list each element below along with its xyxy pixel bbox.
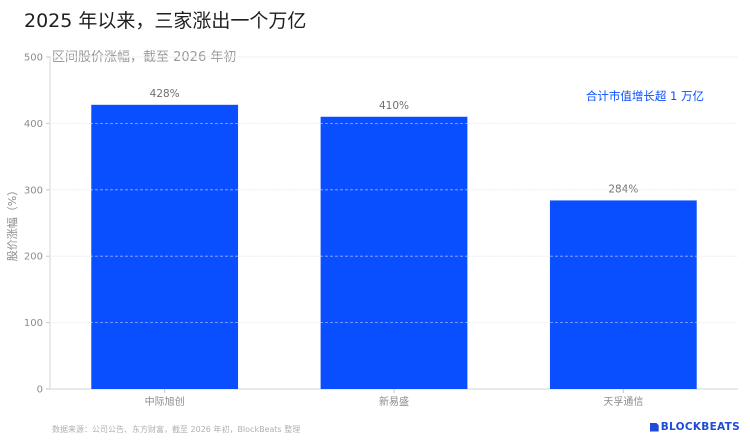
bar-value-label: 284%	[608, 183, 638, 195]
data-source-note: 数据来源：公司公告、东方财富，截至 2026 年初，BlockBeats 整理	[52, 425, 301, 434]
x-tick-label: 新易盛	[379, 395, 409, 408]
bar-value-label: 410%	[379, 100, 409, 112]
bar	[549, 200, 697, 389]
x-tick-label: 中际旭创	[145, 395, 185, 408]
chart-title: 2025 年以来，三家涨出一个万亿	[24, 10, 307, 32]
bar	[91, 104, 239, 390]
brand-name: BLOCKBEATS	[660, 421, 740, 433]
bar	[320, 116, 468, 389]
brand-logo: BLOCKBEATS	[649, 421, 740, 433]
bar-value-label: 428%	[150, 88, 180, 100]
y-tick-label: 200	[24, 252, 43, 263]
x-tick-label: 天孚通信	[603, 396, 643, 408]
y-tick-label: 400	[24, 119, 43, 130]
chart-annotation: 合计市值增长超 1 万亿	[585, 89, 704, 103]
y-tick-label: 100	[24, 318, 43, 329]
y-tick-label: 500	[24, 53, 43, 64]
y-tick-label: 300	[24, 185, 43, 196]
y-axis-label: 股价涨幅（%）	[6, 185, 19, 261]
y-tick-label: 0	[37, 385, 43, 396]
blockbeats-logo-icon	[649, 422, 659, 432]
